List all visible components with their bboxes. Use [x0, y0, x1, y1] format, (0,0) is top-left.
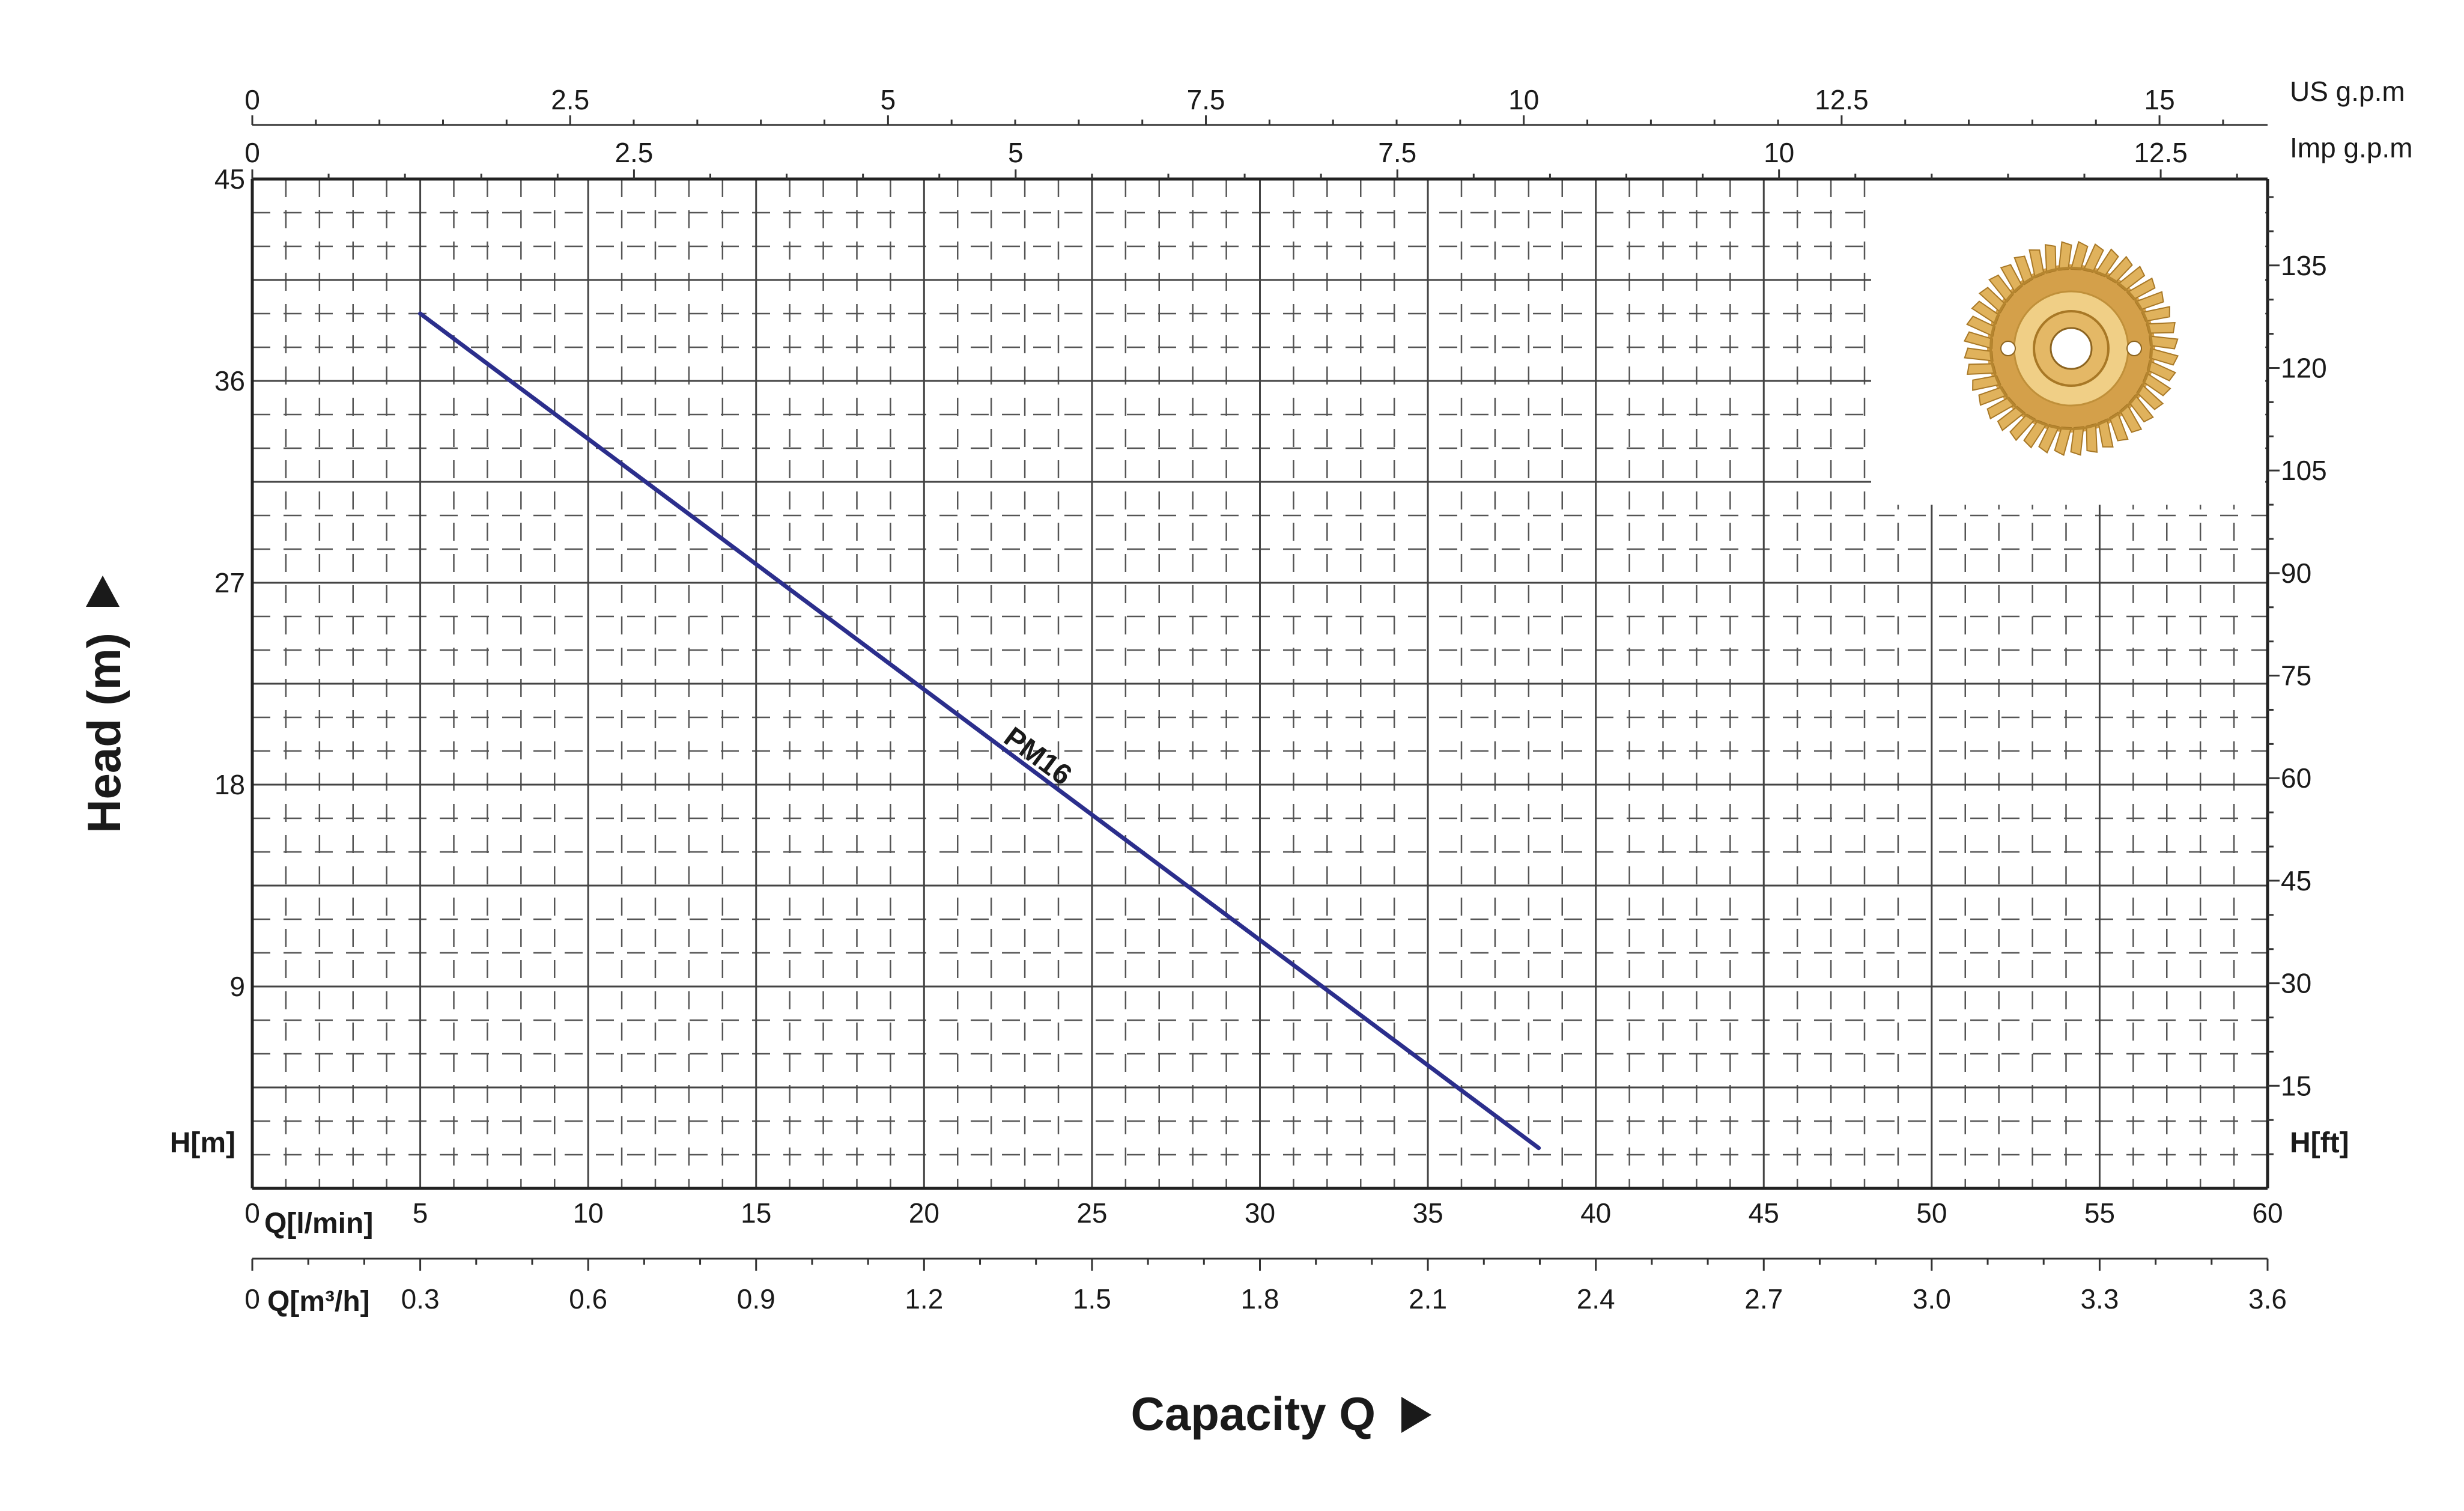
y-tick-label: 27 — [214, 567, 245, 598]
x-tick-label: 20 — [909, 1197, 939, 1229]
x-axis-lmin-ticks: 5 10 15 20 25 30 35 40 45 50 55 60 — [413, 1197, 2283, 1229]
impeller-bore — [2050, 327, 2093, 370]
x-tick-label: 15 — [741, 1197, 771, 1229]
x-tick-label: 40 — [1580, 1197, 1611, 1229]
us-gpm-tick-label: 12.5 — [1815, 84, 1869, 115]
us-gpm-tick-label: 5 — [881, 84, 896, 115]
us-gpm-tick-label: 2.5 — [551, 84, 589, 115]
imp-gpm-tick-label: 0 — [244, 137, 260, 168]
imp-gpm-unit-label: Imp g.p.m — [2290, 132, 2413, 163]
y-axis-ticks: 9 18 27 36 45 — [214, 163, 245, 1002]
x-tick-label: 50 — [1916, 1197, 1947, 1229]
x-axis-title: Capacity Q — [1131, 1387, 1376, 1440]
us-gpm-unit-label: US g.p.m — [2290, 76, 2405, 107]
y-ft-tick-label: 45 — [2281, 865, 2311, 896]
imp-gpm-tick-label: 5 — [1008, 137, 1024, 168]
impeller-blades — [1963, 240, 2179, 457]
y-tick-label: 36 — [214, 365, 245, 397]
y-ft-tick-label: 60 — [2281, 762, 2311, 794]
y-axis-title: Head (m) — [77, 633, 130, 833]
right-triangle-arrow-icon — [1401, 1397, 1431, 1433]
m3h-tick-label: 1.5 — [1073, 1283, 1111, 1315]
m3h-tick-label: 3.3 — [2080, 1283, 2119, 1315]
us-gpm-tick-label: 0 — [244, 84, 260, 115]
m3h-tick-label: 2.1 — [1409, 1283, 1447, 1315]
m3h-tick-label: 3.0 — [1913, 1283, 1951, 1315]
y-ft-tick-label: 30 — [2281, 968, 2311, 999]
x-tick-label: 60 — [2252, 1197, 2283, 1229]
y-tick-label: 18 — [214, 769, 245, 800]
imp-gpm-tick-label: 7.5 — [1378, 137, 1416, 168]
y-ft-tick-label: 90 — [2281, 558, 2311, 589]
x-axis-m3h: 0.3 0.6 0.9 1.2 1.5 1.8 2.1 2.4 2.7 3.0 3.3 3.6 — [251, 1257, 2287, 1315]
imp-gpm-tick-label: 10 — [1764, 137, 1794, 168]
impeller-inset — [1871, 180, 2265, 505]
m3h-tick-label: 0.9 — [737, 1283, 775, 1315]
series-line-pm16 — [418, 311, 1541, 1151]
x-origin-label: 0 — [244, 1197, 260, 1229]
imp-gpm-tick-label: 2.5 — [614, 137, 653, 168]
x-tick-label: 10 — [573, 1197, 604, 1229]
us-gpm-tick-label: 7.5 — [1187, 84, 1225, 115]
us-gpm-tick-label: 15 — [2144, 84, 2174, 115]
m3h-tick-label: 0.3 — [401, 1283, 440, 1315]
x-tick-label: 45 — [1749, 1197, 1779, 1229]
x-tick-label: 55 — [2084, 1197, 2115, 1229]
m3h-tick-label: 3.6 — [2248, 1283, 2287, 1315]
x-unit-label-lmin: Q[l/min] — [264, 1208, 373, 1239]
impeller-hole-left — [2000, 341, 2016, 356]
y-ft-tick-label: 135 — [2281, 250, 2327, 281]
m3h-tick-label: 1.2 — [905, 1283, 943, 1315]
impeller-hole-right — [2126, 341, 2142, 356]
m3h-tick-label: 2.7 — [1744, 1283, 1783, 1315]
us-gpm-tick-label: 10 — [1508, 84, 1539, 115]
y-unit-label-m: H[m] — [170, 1127, 235, 1159]
curves — [418, 311, 1541, 1151]
y-ft-axis-ticks: 15 30 45 60 75 90 105 120 135 — [2268, 196, 2327, 1155]
x-tick-label: 35 — [1412, 1197, 1443, 1229]
y-ft-tick-label: 75 — [2281, 660, 2311, 692]
y-ft-tick-label: 105 — [2281, 455, 2327, 486]
x-unit-label-m3h: Q[m³/h] — [267, 1286, 370, 1318]
y-tick-label: 9 — [229, 971, 245, 1002]
y-ft-tick-label: 120 — [2281, 352, 2327, 383]
impeller-rim — [1989, 267, 2153, 430]
y-ft-tick-label: 15 — [2281, 1070, 2311, 1101]
series-label-pm16: PM16 — [998, 721, 1078, 791]
x-tick-label: 30 — [1245, 1197, 1275, 1229]
y-unit-label-ft: H[ft] — [2290, 1127, 2349, 1159]
imp-gpm-axis: 0 2.5 5 7.5 10 12.5 — [244, 137, 2238, 179]
m3h-tick-label: 2.4 — [1577, 1283, 1615, 1315]
m3h-tick-label: 0.6 — [569, 1283, 607, 1315]
brass-impeller-icon — [1963, 240, 2179, 457]
x-tick-label: 25 — [1076, 1197, 1107, 1229]
m3h-tick-label: 1.8 — [1241, 1283, 1279, 1315]
m3h-origin-label: 0 — [244, 1283, 260, 1315]
x-tick-label: 5 — [413, 1197, 428, 1229]
y-tick-label: 45 — [214, 163, 245, 195]
imp-gpm-tick-label: 12.5 — [2134, 137, 2188, 168]
up-triangle-arrow-icon — [86, 576, 120, 607]
us-gpm-axis: 0 2.5 5 7.5 10 12.5 15 — [244, 84, 2268, 126]
